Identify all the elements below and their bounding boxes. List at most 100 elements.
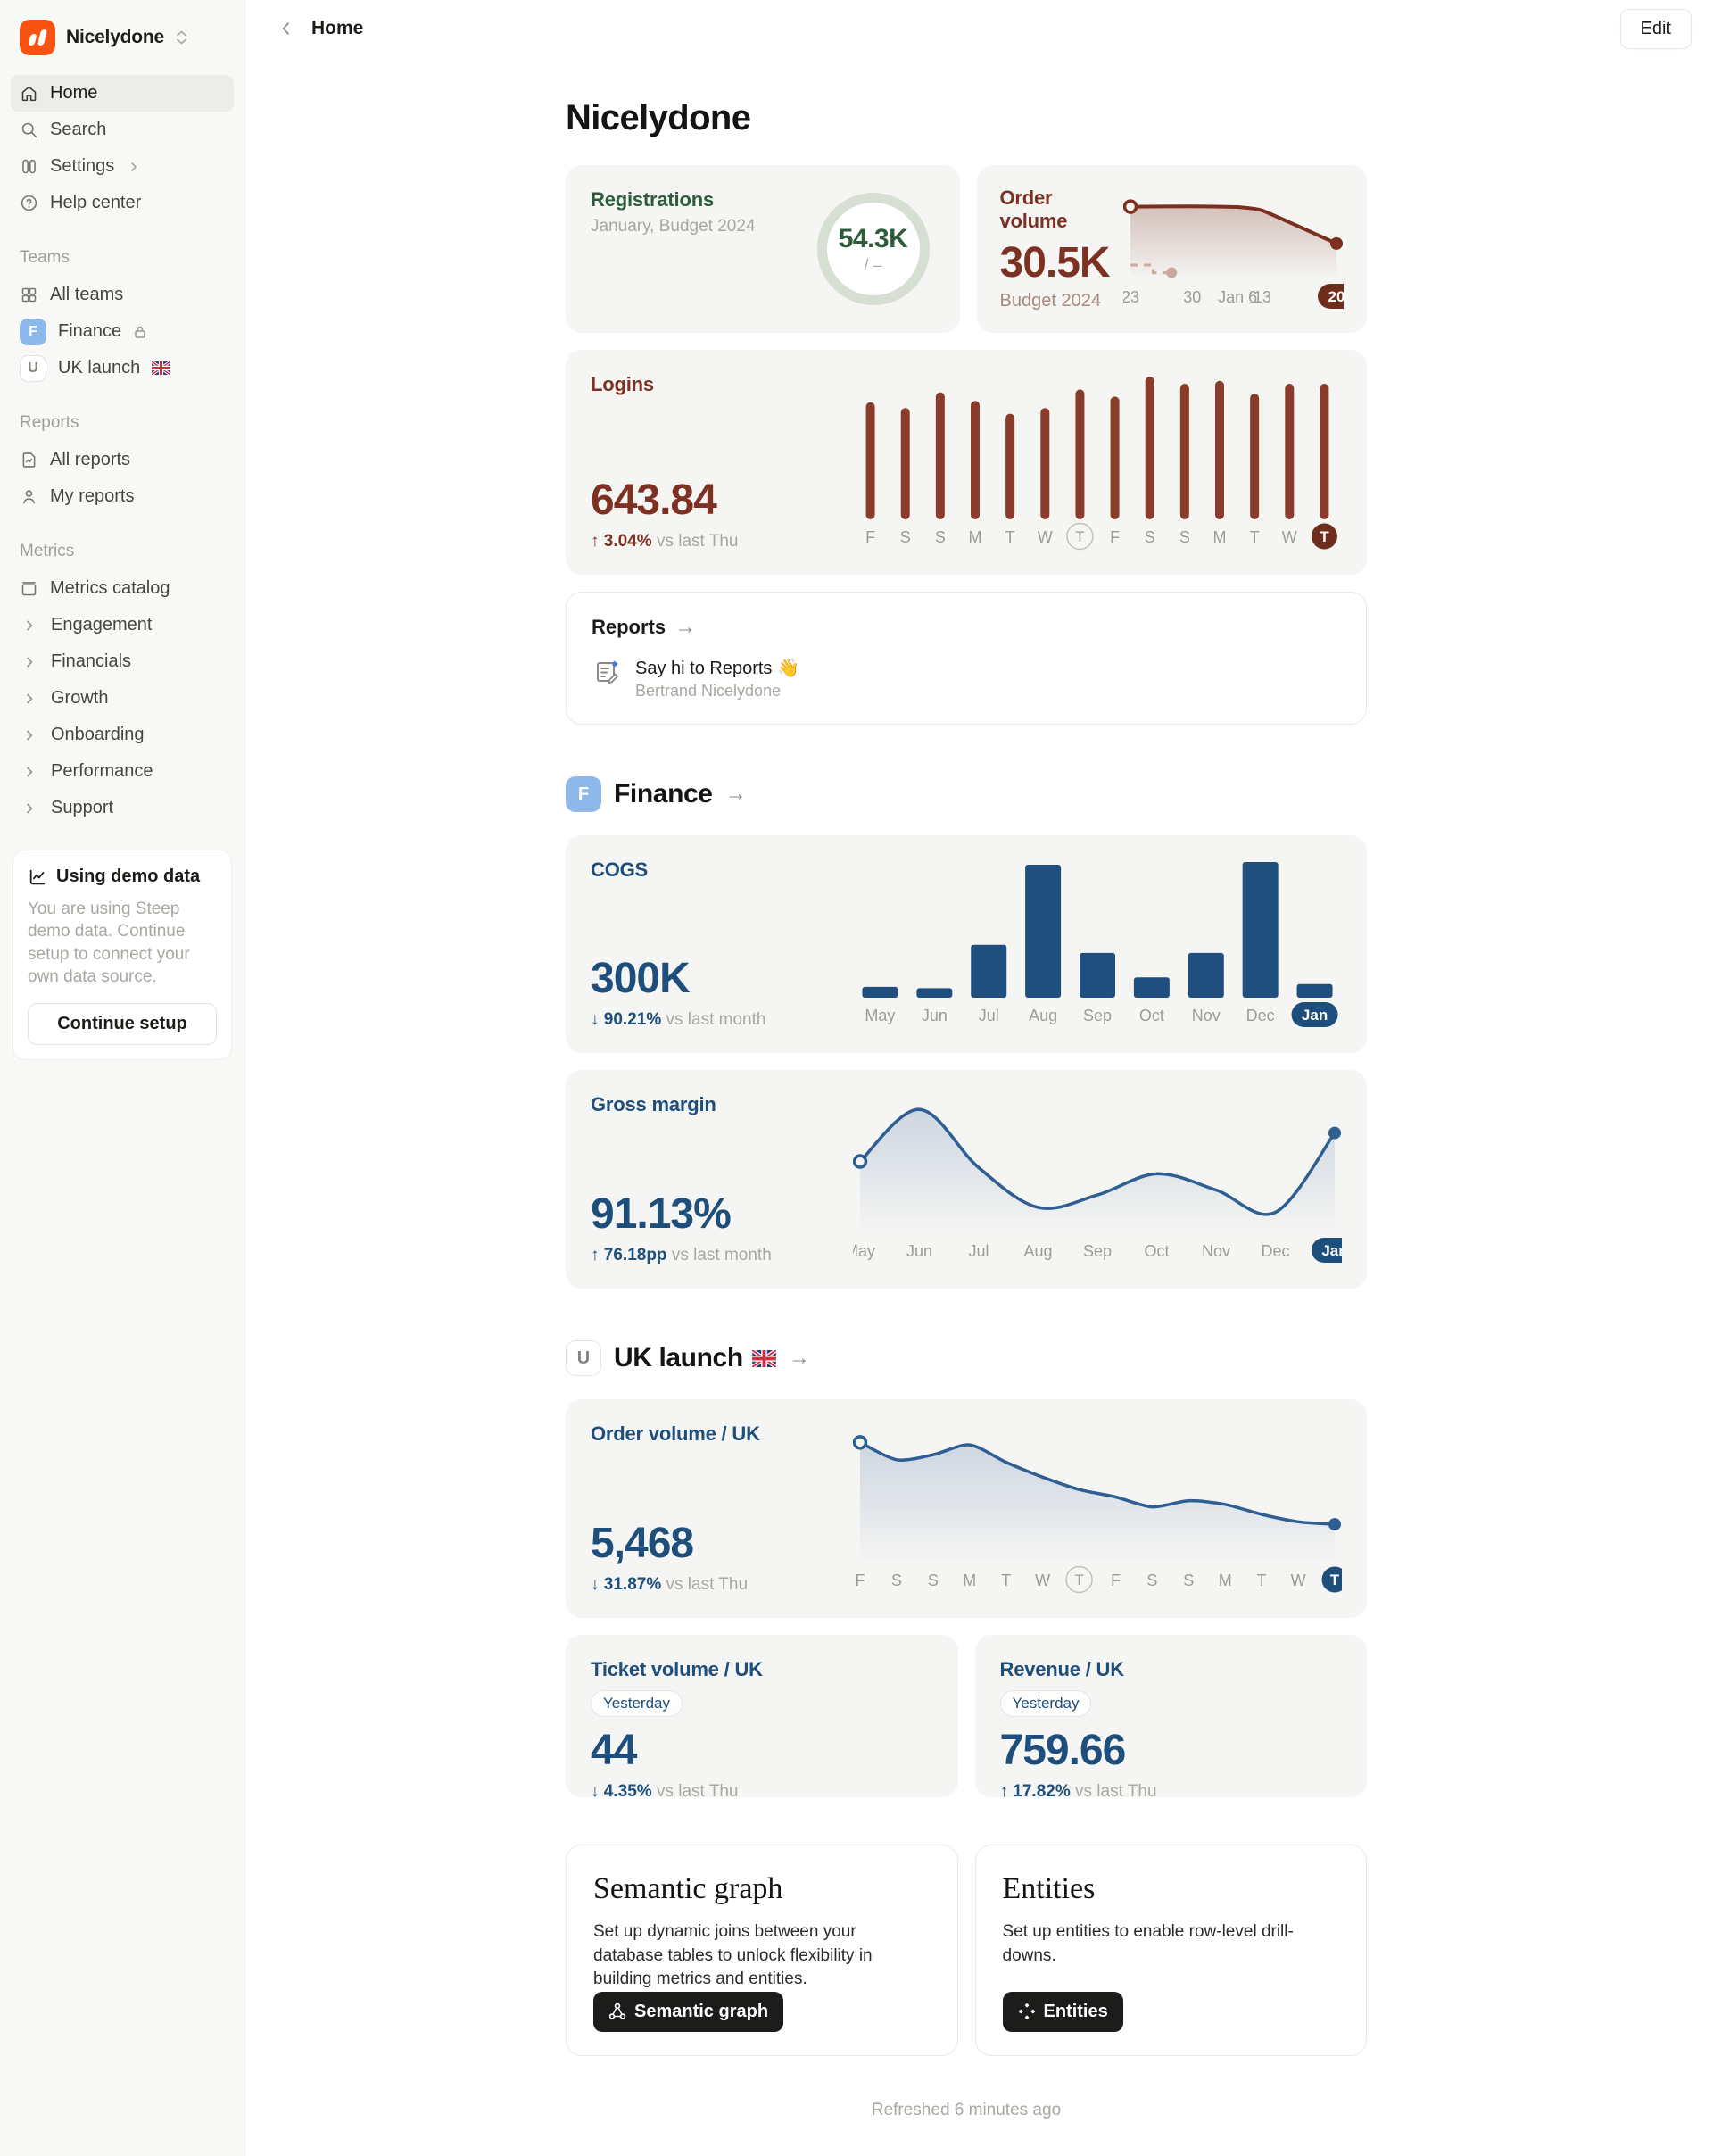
sidebar-item-support[interactable]: Support <box>11 790 234 826</box>
demo-card-body: You are using Steep demo data. Continue … <box>28 900 190 987</box>
gross-margin-card[interactable]: Gross margin 91.13% ↑ 76.18pp vs last mo… <box>566 1070 1367 1289</box>
svg-text:Nov: Nov <box>1192 1007 1221 1024</box>
sidebar-item-engagement[interactable]: Engagement <box>11 607 234 643</box>
metric-denominator: / – <box>864 255 882 274</box>
svg-text:W: W <box>1038 528 1053 546</box>
refresh-status: Refreshed 6 minutes ago <box>871 2100 1062 2119</box>
logins-card[interactable]: Logins 643.84 ↑ 3.04% vs last Thu F S S M T W… <box>566 350 1367 575</box>
period-badge: Yesterday <box>999 1690 1092 1717</box>
svg-text:T: T <box>1320 528 1329 545</box>
semantic-graph-button[interactable]: Semantic graph <box>593 1991 784 2032</box>
back-button[interactable] <box>272 14 301 43</box>
sidebar-item-onboarding[interactable]: Onboarding <box>11 717 234 753</box>
sidebar-item-label: Financials <box>51 651 132 671</box>
svg-text:Jun: Jun <box>906 1242 932 1260</box>
panel-body: Set up entities to enable row-level dril… <box>1002 1922 1294 1965</box>
revenue-card[interactable]: Revenue / UK Yesterday 759.66 ↑ 17.82% v… <box>974 1635 1367 1801</box>
sidebar-item-search[interactable]: Search <box>11 112 234 148</box>
sidebar-item-label: My reports <box>50 486 135 506</box>
registrations-card[interactable]: Registrations January, Budget 2024 54.3K… <box>566 165 960 333</box>
breadcrumb: Home <box>311 18 364 38</box>
main-area: Home Edit Nicelydone Registrations Janua… <box>245 0 1713 2156</box>
help-icon <box>21 195 37 211</box>
svg-text:Aug: Aug <box>1023 1242 1052 1260</box>
arrow-right-icon: → <box>724 782 747 806</box>
sidebar-item-all-teams[interactable]: All teams <box>11 277 234 313</box>
sidebar-item-label: Metrics catalog <box>50 578 170 598</box>
report-list-item[interactable]: Say hi to Reports 👋 Bertrand Nicelydone <box>592 657 1341 701</box>
metric-title: Order volume <box>999 187 1068 232</box>
sidebar-item-financials[interactable]: Financials <box>11 643 234 680</box>
svg-text:S: S <box>1146 1571 1157 1589</box>
metric-title: Ticket volume / UK <box>591 1658 763 1680</box>
sidebar-item-label: Support <box>51 798 114 817</box>
chevron-right-icon <box>131 162 137 171</box>
metric-value: 54.3K <box>838 223 908 253</box>
period-badge: Yesterday <box>591 1690 683 1717</box>
svg-text:S: S <box>1183 1571 1194 1589</box>
sidebar-item-finance[interactable]: F Finance <box>11 313 234 350</box>
metric-value: 759.66 <box>999 1727 1127 1774</box>
sidebar-item-help-center[interactable]: Help center <box>11 185 234 221</box>
metric-value: 5,468 <box>591 1520 694 1567</box>
sidebar-item-growth[interactable]: Growth <box>11 680 234 717</box>
steep-logo-icon <box>20 20 55 55</box>
sidebar-section-reports: Reports <box>20 413 79 432</box>
metric-delta: ↑ 76.18pp vs last month <box>591 1246 772 1265</box>
uk-flag-icon <box>152 361 171 375</box>
sidebar-item-settings[interactable]: Settings <box>11 148 234 185</box>
sidebar-item-all-reports[interactable]: All reports <box>11 442 234 478</box>
svg-text:30: 30 <box>1183 288 1201 306</box>
svg-text:M: M <box>963 1571 976 1589</box>
metric-title: Order volume / UK <box>591 1422 760 1445</box>
content: Nicelydone Registrations January, Budget… <box>566 98 1367 2156</box>
workspace-switcher[interactable]: Nicelydone <box>11 12 234 75</box>
sidebar-item-performance[interactable]: Performance <box>11 753 234 790</box>
report-item-title: Say hi to Reports 👋 <box>635 659 799 678</box>
entities-panel: Entities Set up entities to enable row-l… <box>974 1845 1367 2056</box>
ticket-volume-card[interactable]: Ticket volume / UK Yesterday 44 ↓ 4.35% … <box>566 1635 958 1801</box>
finance-avatar: F <box>20 318 46 345</box>
svg-text:M: M <box>1219 1571 1232 1589</box>
order-volume-card[interactable]: Order volume 30.5K Budget 2024 23 30 Jan 6… <box>976 165 1367 333</box>
sidebar-item-label: Help center <box>50 193 142 212</box>
chevron-right-icon <box>27 620 33 630</box>
reports-panel-header[interactable]: Reports → <box>592 616 1341 639</box>
metric-value: 91.13% <box>591 1190 732 1238</box>
panel-title: Entities <box>1002 1872 1096 1905</box>
edit-button[interactable]: Edit <box>1619 8 1692 49</box>
semantic-graph-panel: Semantic graph Set up dynamic joins betw… <box>566 1845 958 2056</box>
continue-setup-button[interactable]: Continue setup <box>28 1002 217 1045</box>
cogs-chart: May Jun Jul Aug Sep Oct Nov Dec Jan <box>853 858 1342 1030</box>
order-volume-uk-card[interactable]: Order volume / UK 5,468 ↓ 31.87% vs last… <box>566 1399 1367 1618</box>
uk-launch-section-title: UK launch <box>614 1343 776 1373</box>
svg-text:May: May <box>853 1242 875 1260</box>
svg-text:Jul: Jul <box>979 1007 999 1024</box>
uk-launch-section-header[interactable]: U UK launch → <box>566 1340 1367 1376</box>
metric-title: Revenue / UK <box>999 1658 1125 1680</box>
archive-box-icon <box>21 582 37 596</box>
sidebar-item-label: All reports <box>50 450 131 469</box>
metric-delta: ↓ 31.87% vs last Thu <box>591 1575 749 1594</box>
sidebar-item-label: Engagement <box>51 615 153 634</box>
chevron-right-icon <box>27 767 33 776</box>
svg-text:13: 13 <box>1253 288 1270 306</box>
metric-title: Logins <box>591 373 654 395</box>
sidebar-item-uk-launch[interactable]: U UK launch <box>11 350 234 386</box>
sidebar-item-label: UK launch <box>58 358 141 377</box>
svg-text:Jul: Jul <box>968 1242 989 1260</box>
report-item-author: Bertrand Nicelydone <box>635 682 782 700</box>
sidebar-item-my-reports[interactable]: My reports <box>11 478 234 515</box>
finance-section-header[interactable]: F Finance → <box>566 776 1367 812</box>
metric-value: 44 <box>591 1727 637 1774</box>
sidebar-item-metrics-catalog[interactable]: Metrics catalog <box>11 570 234 607</box>
entities-button[interactable]: Entities <box>1002 1991 1123 2032</box>
report-file-icon <box>22 452 36 468</box>
svg-text:Dec: Dec <box>1246 1007 1275 1024</box>
sidebar-item-home[interactable]: Home <box>11 75 234 112</box>
svg-text:S: S <box>891 1571 902 1589</box>
cogs-card[interactable]: COGS 300K ↓ 90.21% vs last month May Jun J… <box>566 835 1367 1053</box>
svg-text:T: T <box>1330 1571 1340 1588</box>
